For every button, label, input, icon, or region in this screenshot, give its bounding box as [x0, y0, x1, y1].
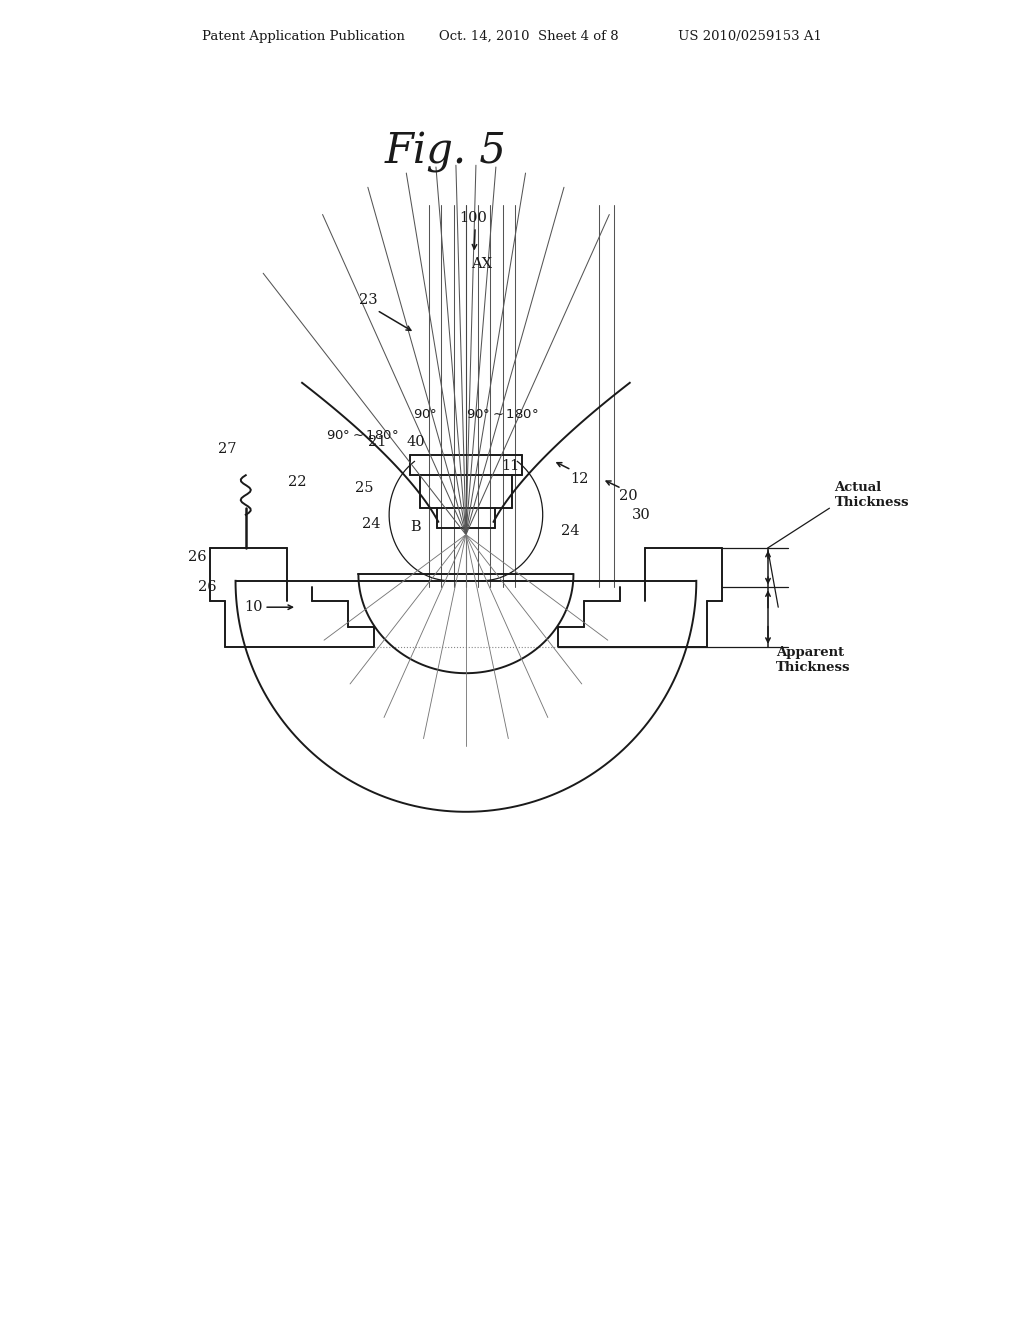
Text: 100: 100 [459, 211, 487, 224]
Text: Actual
Thickness: Actual Thickness [835, 480, 909, 510]
Text: 10: 10 [245, 601, 263, 614]
Text: Fig. 5: Fig. 5 [384, 131, 507, 173]
Text: B: B [411, 520, 421, 533]
Text: 11: 11 [501, 459, 519, 473]
Text: $90°{\sim}180°$: $90°{\sim}180°$ [327, 429, 398, 442]
Text: $90°$: $90°$ [413, 408, 437, 421]
Text: 22: 22 [288, 475, 306, 488]
Text: 40: 40 [407, 436, 425, 449]
Text: 27: 27 [218, 442, 237, 455]
Text: Apparent
Thickness: Apparent Thickness [776, 645, 851, 675]
Text: $90°{\sim}180°$: $90°{\sim}180°$ [466, 408, 538, 421]
Text: 21: 21 [368, 436, 386, 449]
Text: 23: 23 [359, 293, 378, 306]
Text: 30: 30 [632, 508, 650, 521]
Text: 26: 26 [188, 550, 207, 564]
Text: 24: 24 [561, 524, 580, 537]
Text: 12: 12 [570, 473, 589, 486]
Text: 24: 24 [362, 517, 381, 531]
Text: 20: 20 [620, 490, 638, 503]
Text: 26: 26 [198, 581, 216, 594]
Text: AX: AX [471, 257, 492, 271]
Text: 25: 25 [355, 482, 374, 495]
Text: Patent Application Publication        Oct. 14, 2010  Sheet 4 of 8              U: Patent Application Publication Oct. 14, … [202, 30, 822, 44]
